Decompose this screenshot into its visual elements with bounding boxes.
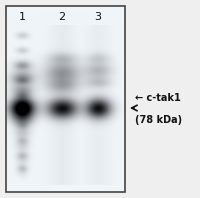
Bar [6,6,125,192]
Text: 1: 1 [18,12,26,22]
Text: 3: 3 [95,12,102,22]
Text: ← c-tak1: ← c-tak1 [135,93,181,103]
Text: (78 kDa): (78 kDa) [135,115,182,125]
Text: 2: 2 [58,12,66,22]
